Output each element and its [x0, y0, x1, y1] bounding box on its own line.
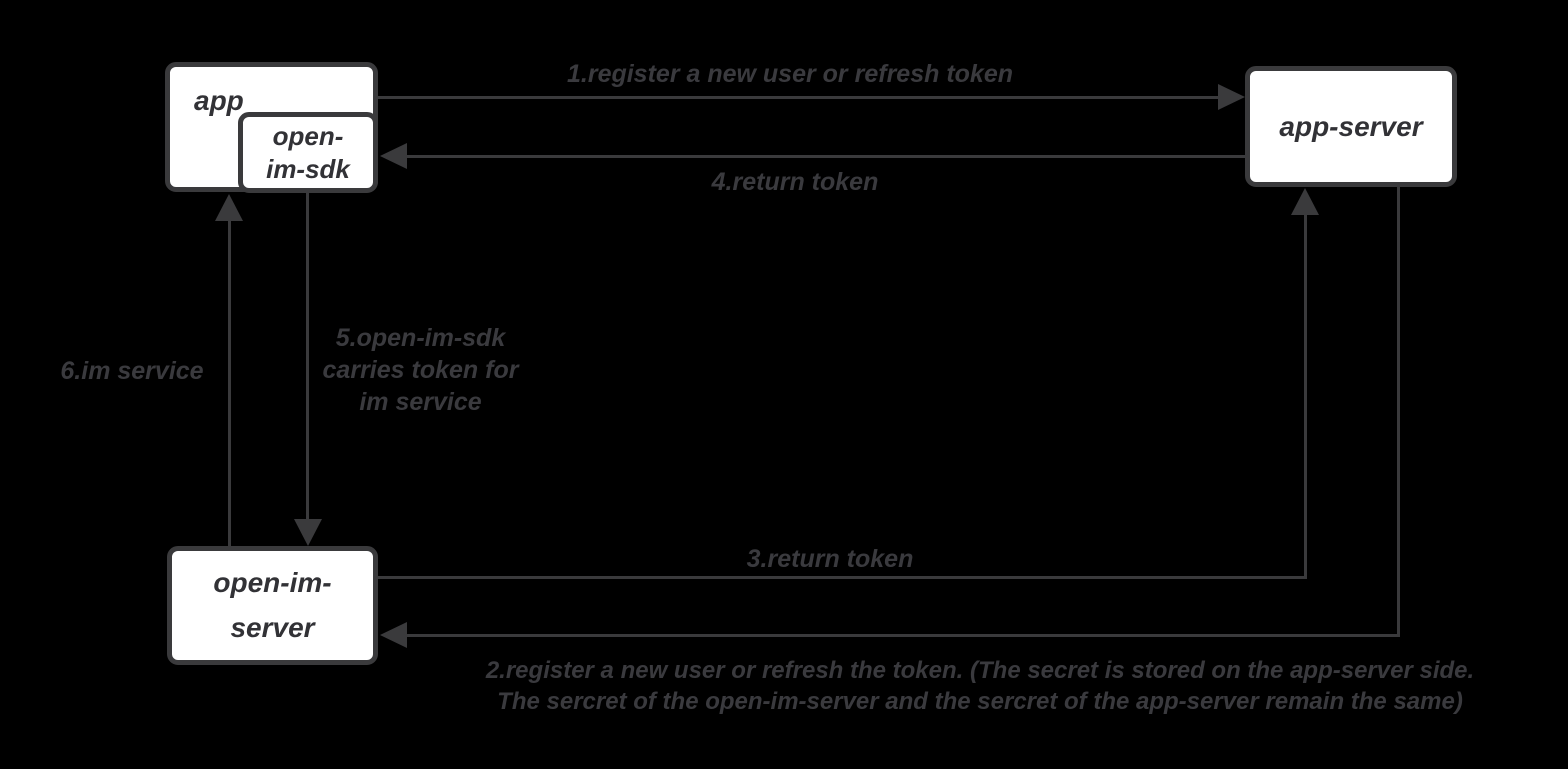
- node-app-server-label: app-server: [1279, 111, 1423, 142]
- edge-4-line: [406, 155, 1245, 158]
- edge-4-arrowhead-icon: [380, 143, 407, 169]
- edge-1-line: [378, 96, 1220, 99]
- edge-1-label: 1.register a new user or refresh token: [566, 60, 1013, 88]
- edge-2-line-horizontal: [406, 634, 1400, 637]
- edge-2-arrowhead-icon: [380, 622, 407, 648]
- node-app-server: app-server: [1245, 66, 1457, 187]
- node-open-im-sdk-label: open- im-sdk: [266, 121, 350, 184]
- edge-2-label: 2.register a new user or refresh the tok…: [485, 657, 1475, 715]
- edge-3-arrowhead-icon: [1291, 188, 1319, 215]
- edge-5-line: [306, 193, 309, 520]
- node-open-im-server: open-im- server: [167, 546, 378, 665]
- edge-5-arrowhead-icon: [294, 519, 322, 546]
- edge-3-label: 3.return token: [746, 545, 914, 573]
- edge-3-line-vertical: [1304, 214, 1307, 579]
- node-open-im-sdk: open- im-sdk: [238, 112, 378, 193]
- edge-3-line-horizontal: [378, 576, 1307, 579]
- node-open-im-server-label: open-im- server: [213, 566, 332, 643]
- edge-1-arrowhead-icon: [1218, 84, 1245, 110]
- edge-2-line-vertical: [1397, 187, 1400, 637]
- node-app-label: app: [194, 85, 244, 116]
- edge-6-line: [228, 221, 231, 546]
- edge-5-label: 5.open-im-sdk carries token for im servi…: [322, 324, 519, 416]
- edge-6-label: 6.im service: [60, 357, 204, 385]
- edge-4-label: 4.return token: [711, 168, 879, 196]
- edge-6-arrowhead-icon: [215, 194, 243, 221]
